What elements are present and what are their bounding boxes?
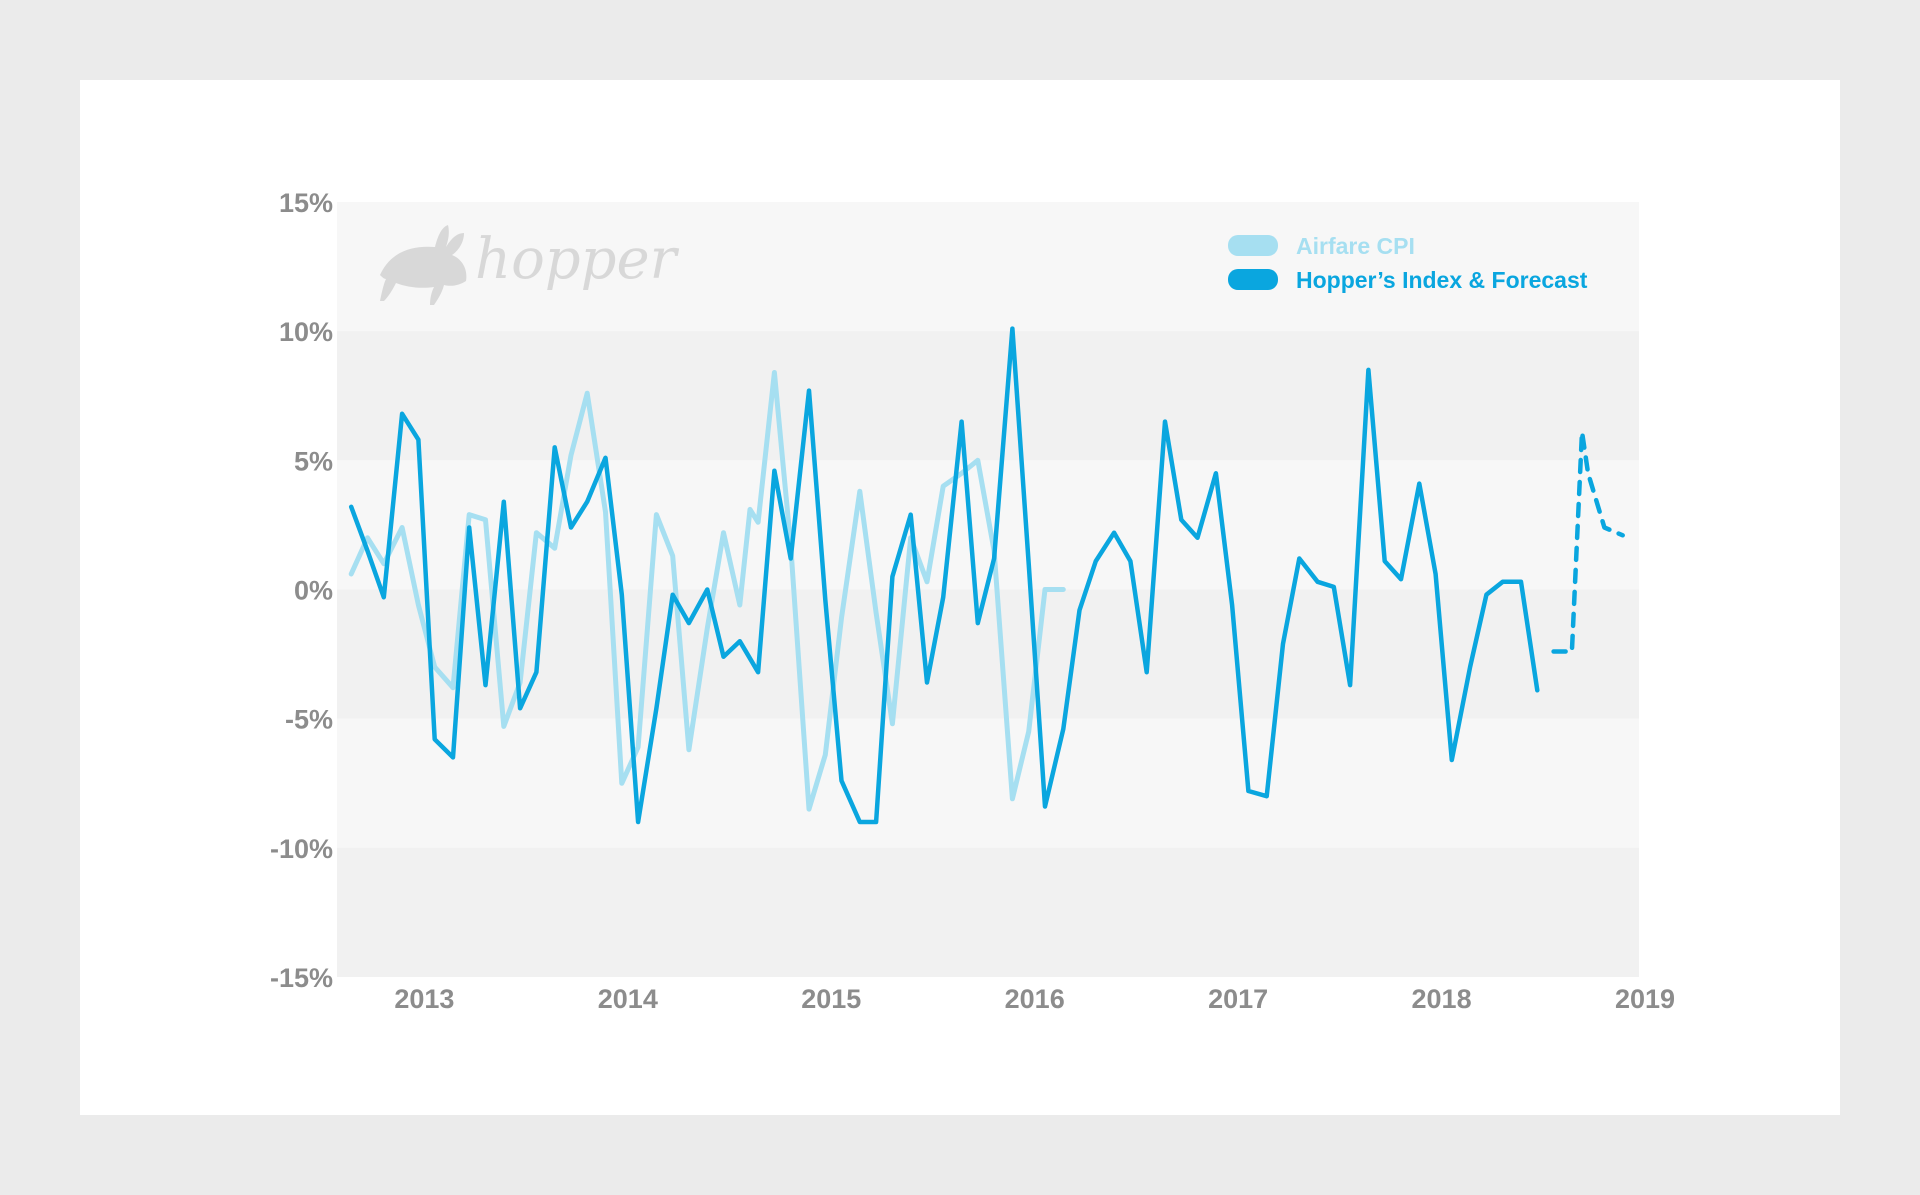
legend-label-hopper-index: Hopper’s Index & Forecast (1296, 267, 1588, 293)
legend: Airfare CPI Hopper’s Index & Forecast (1228, 233, 1588, 293)
series-line-airfare-cpi (348, 370, 1066, 812)
y-tick-label: 5% (294, 446, 333, 476)
y-tick-label: -5% (285, 705, 333, 735)
x-tick-label: 2017 (1208, 984, 1268, 1014)
x-axis: 2013 2014 2015 2016 2017 2018 2019 (394, 984, 1675, 1014)
x-tick-label: 2018 (1412, 984, 1472, 1014)
legend-label-airfare-cpi: Airfare CPI (1296, 233, 1415, 259)
series-line-forecast (1551, 429, 1625, 654)
rabbit-logo-icon (380, 225, 467, 305)
hopper-logo: hopper (380, 225, 680, 305)
logo-text: hopper (475, 227, 680, 292)
x-tick-label: 2014 (598, 984, 658, 1014)
y-axis: 15% 10% 5% 0% -5% -10% -15% (270, 188, 333, 993)
chart-card: hopper 15% 10% 5% 0% -5% -10% -15% 2013 2014 201… (80, 80, 1840, 1115)
x-tick-label: 2013 (394, 984, 454, 1014)
chart-svg: hopper 15%10%5%0%-5%-10%-15% 2013 2014 201… (270, 188, 1675, 1014)
y-tick-label: 10% (279, 317, 333, 347)
grid-band (337, 589, 1639, 719)
x-tick-label: 2019 (1615, 984, 1675, 1014)
y-tick-label: -15% (270, 963, 333, 993)
grid-band (337, 847, 1639, 977)
grid-band (337, 331, 1639, 461)
background-bands (337, 202, 1639, 977)
legend-swatch-hopper-index (1228, 269, 1278, 290)
x-tick-label: 2015 (801, 984, 861, 1014)
y-tick-label: 0% (294, 576, 333, 606)
series-line-hopper-index (348, 326, 1540, 825)
grid-band (337, 202, 1639, 332)
series-layer (348, 326, 1625, 825)
y-tick-label: 15% (279, 188, 333, 218)
grid-band (337, 718, 1639, 848)
legend-swatch-airfare-cpi (1228, 235, 1278, 256)
x-tick-label: 2016 (1005, 984, 1065, 1014)
y-tick-label: -10% (270, 834, 333, 864)
